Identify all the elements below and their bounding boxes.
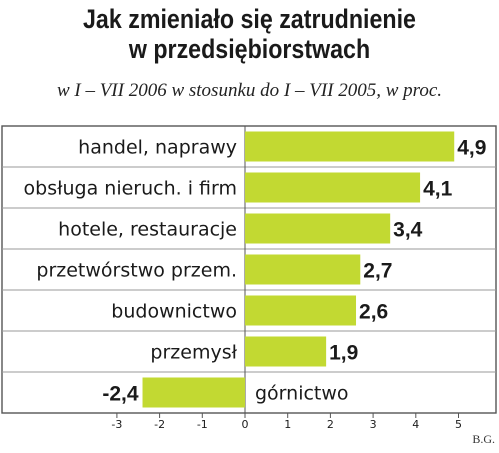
value-label: 1,9 [329, 342, 358, 365]
x-tick-label: 1 [284, 418, 291, 431]
value-label: 4,1 [423, 178, 453, 201]
chart-title-line-2: w przedsiębiorstwach [128, 34, 371, 64]
chart-subtitle: w I – VII 2006 w stosunku do I – VII 200… [56, 80, 443, 101]
category-label: hotele, restauracje [58, 219, 237, 241]
x-tick-label: 2 [327, 418, 334, 431]
chart-title: Jak zmieniało się zatrudnienie w przedsi… [35, 4, 464, 64]
bar [245, 254, 361, 285]
chart-title-line-1: Jak zmieniało się zatrudnienie [83, 4, 416, 34]
bar [245, 295, 357, 326]
value-label: 2,6 [359, 301, 388, 324]
x-tick-label: -1 [197, 418, 208, 431]
x-tick-label: 4 [412, 418, 419, 431]
bar [245, 131, 455, 162]
category-label: górnictwo [255, 383, 349, 405]
category-label: obsługa nieruch. i firm [24, 178, 237, 200]
value-label: 3,4 [393, 219, 423, 242]
bar [245, 172, 421, 203]
category-label: przetwórstwo przem. [36, 260, 237, 282]
plot-frame [1, 125, 497, 414]
x-tick-label: 3 [370, 418, 377, 431]
x-tick-label: -3 [111, 418, 122, 431]
category-label: przemysł [150, 342, 237, 364]
x-tick-label: 0 [242, 418, 249, 431]
category-label: handel, naprawy [78, 137, 237, 159]
value-label: -2,4 [102, 383, 139, 406]
x-tick-label: 5 [455, 418, 462, 431]
bar [245, 336, 327, 367]
category-label: budownictwo [111, 301, 237, 323]
value-label: 2,7 [363, 260, 392, 283]
x-tick-label: -2 [154, 418, 165, 431]
bar [245, 213, 391, 244]
credit-label: B.G. [472, 432, 495, 446]
bar [142, 377, 245, 408]
value-label: 4,9 [457, 137, 486, 160]
